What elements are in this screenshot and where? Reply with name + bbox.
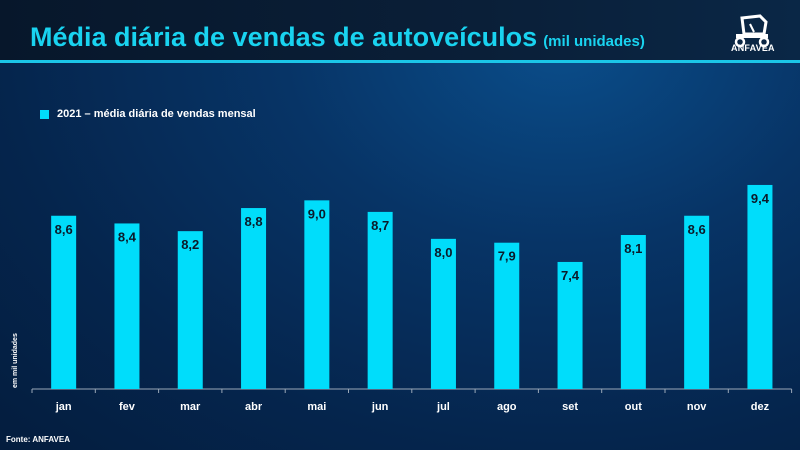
bar-ago	[494, 242, 520, 389]
logo-text: ANFAVEA	[731, 43, 775, 53]
subtitle: (mil unidades)	[543, 33, 645, 50]
data-label-nov: 8,6	[688, 222, 706, 237]
bar-nov	[684, 215, 710, 389]
legend: 2021 – média diária de vendas mensal	[40, 108, 256, 120]
anfavea-logo-icon	[734, 14, 770, 48]
x-tick-label-nov: nov	[687, 401, 707, 413]
x-tick-label-abr: abr	[245, 401, 263, 413]
bar-mai	[304, 200, 330, 389]
legend-label: 2021 – média diária de vendas mensal	[57, 108, 256, 120]
x-tick-label-jul: jul	[436, 401, 450, 413]
data-label-set: 7,4	[561, 268, 580, 283]
x-tick-label-dez: dez	[751, 401, 770, 413]
x-tick-label-mai: mai	[307, 401, 326, 413]
data-label-mai: 9,0	[308, 206, 326, 221]
header-divider	[0, 60, 800, 63]
bar-out	[620, 235, 646, 389]
bar-jul	[430, 238, 456, 389]
data-label-jul: 8,0	[434, 245, 452, 260]
bar-mar	[177, 231, 203, 389]
data-label-out: 8,1	[624, 241, 642, 256]
data-label-mar: 8,2	[181, 237, 199, 252]
title-text: Média diária de vendas de autoveículos	[30, 22, 538, 52]
x-tick-label-out: out	[625, 401, 642, 413]
x-tick-label-ago: ago	[497, 401, 517, 413]
data-label-jan: 8,6	[55, 222, 73, 237]
data-label-ago: 7,9	[498, 249, 516, 264]
data-label-fev: 8,4	[118, 229, 137, 244]
x-tick-label-jan: jan	[55, 401, 72, 413]
source-note: Fonte: ANFAVEA	[6, 435, 70, 444]
bar-jun	[367, 211, 393, 389]
data-label-dez: 9,4	[751, 191, 770, 206]
bar-fev	[114, 223, 140, 389]
x-tick-label-fev: fev	[119, 401, 136, 413]
data-label-jun: 8,7	[371, 218, 389, 233]
bar-jan	[51, 215, 77, 389]
x-tick-label-mar: mar	[180, 401, 201, 413]
data-label-abr: 8,8	[245, 214, 263, 229]
legend-swatch	[40, 109, 49, 119]
header-band	[0, 0, 800, 62]
bar-dez	[747, 184, 773, 389]
chart-title: Média diária de vendas de autoveículos (m…	[30, 22, 645, 53]
x-tick-label-jun: jun	[371, 401, 389, 413]
x-tick-label-set: set	[562, 401, 578, 413]
bar-abr	[241, 208, 267, 389]
bar-set	[557, 261, 583, 389]
